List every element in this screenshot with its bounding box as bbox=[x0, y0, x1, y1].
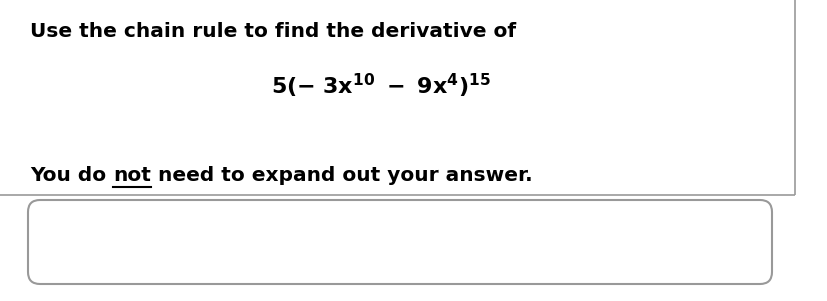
Text: $\mathbf{5(-\ 3x^{10}\ -\ 9x^{4})^{15}}$: $\mathbf{5(-\ 3x^{10}\ -\ 9x^{4})^{15}}$ bbox=[270, 72, 490, 100]
FancyBboxPatch shape bbox=[28, 200, 771, 284]
Text: You do: You do bbox=[30, 166, 113, 185]
Text: Use the chain rule to find the derivative of: Use the chain rule to find the derivativ… bbox=[30, 22, 515, 41]
Text: need to expand out your answer.: need to expand out your answer. bbox=[151, 166, 532, 185]
Text: not: not bbox=[113, 166, 151, 185]
